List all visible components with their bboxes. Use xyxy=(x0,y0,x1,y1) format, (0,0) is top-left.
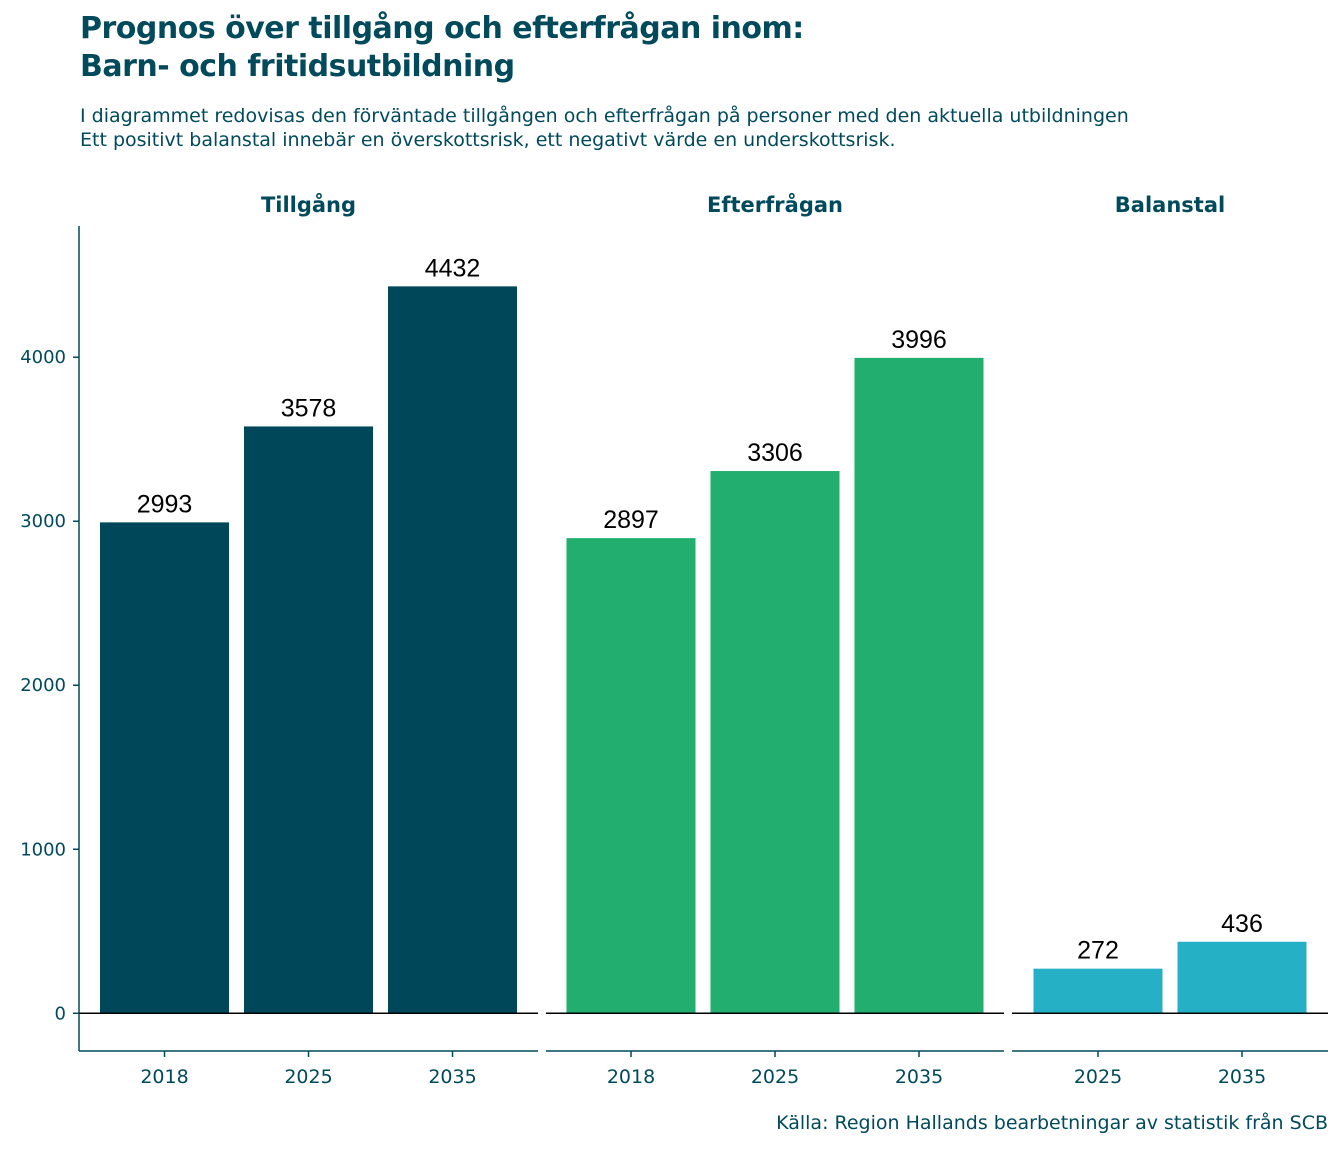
bar xyxy=(388,286,517,1014)
x-tick-label: 2025 xyxy=(284,1066,332,1088)
x-tick-label: 2025 xyxy=(1074,1066,1122,1088)
data-label: 436 xyxy=(1221,910,1263,938)
facet-strip-label: Balanstal xyxy=(1115,193,1225,217)
y-tick-label: 4000 xyxy=(20,347,66,368)
y-tick-label: 3000 xyxy=(20,511,66,532)
x-tick-label: 2018 xyxy=(140,1066,188,1088)
x-tick-label: 2035 xyxy=(1218,1066,1266,1088)
x-tick-label: 2035 xyxy=(895,1066,943,1088)
bar xyxy=(244,426,373,1014)
x-tick-label: 2018 xyxy=(607,1066,655,1088)
chart-subtitle: I diagrammet redovisas den förväntade ti… xyxy=(80,104,1129,152)
chart-title-line-1: Prognos över tillgång och efterfrågan in… xyxy=(80,11,804,46)
x-tick-label: 2025 xyxy=(751,1066,799,1088)
bar xyxy=(1033,968,1163,1014)
bar xyxy=(566,538,696,1014)
data-label: 2897 xyxy=(603,506,659,534)
bar xyxy=(854,357,984,1014)
data-label: 4432 xyxy=(425,254,481,282)
chart-title-line-2: Barn- och fritidsutbildning xyxy=(80,49,515,84)
y-tick-label: 2000 xyxy=(20,675,66,696)
y-tick-label: 1000 xyxy=(20,839,66,860)
data-label: 3996 xyxy=(891,326,947,354)
bar xyxy=(710,471,840,1014)
bar xyxy=(1177,941,1307,1014)
data-label: 2993 xyxy=(137,490,193,518)
y-tick-label: 0 xyxy=(55,1003,66,1024)
chart-subtitle-line-1: I diagrammet redovisas den förväntade ti… xyxy=(80,105,1129,127)
chart-subtitle-line-2: Ett positivt balanstal innebär en översk… xyxy=(80,129,896,151)
facet-strip-label: Tillgång xyxy=(261,192,356,217)
data-label: 3306 xyxy=(747,439,803,467)
data-label: 3578 xyxy=(281,394,337,422)
bar xyxy=(100,522,229,1014)
facet-strip-label: Efterfrågan xyxy=(707,192,843,217)
chart-caption: Källa: Region Hallands bearbetningar av … xyxy=(776,1112,1328,1134)
x-tick-label: 2035 xyxy=(428,1066,476,1088)
data-label: 272 xyxy=(1077,937,1119,965)
chart-title: Prognos över tillgång och efterfrågan in… xyxy=(80,10,804,86)
